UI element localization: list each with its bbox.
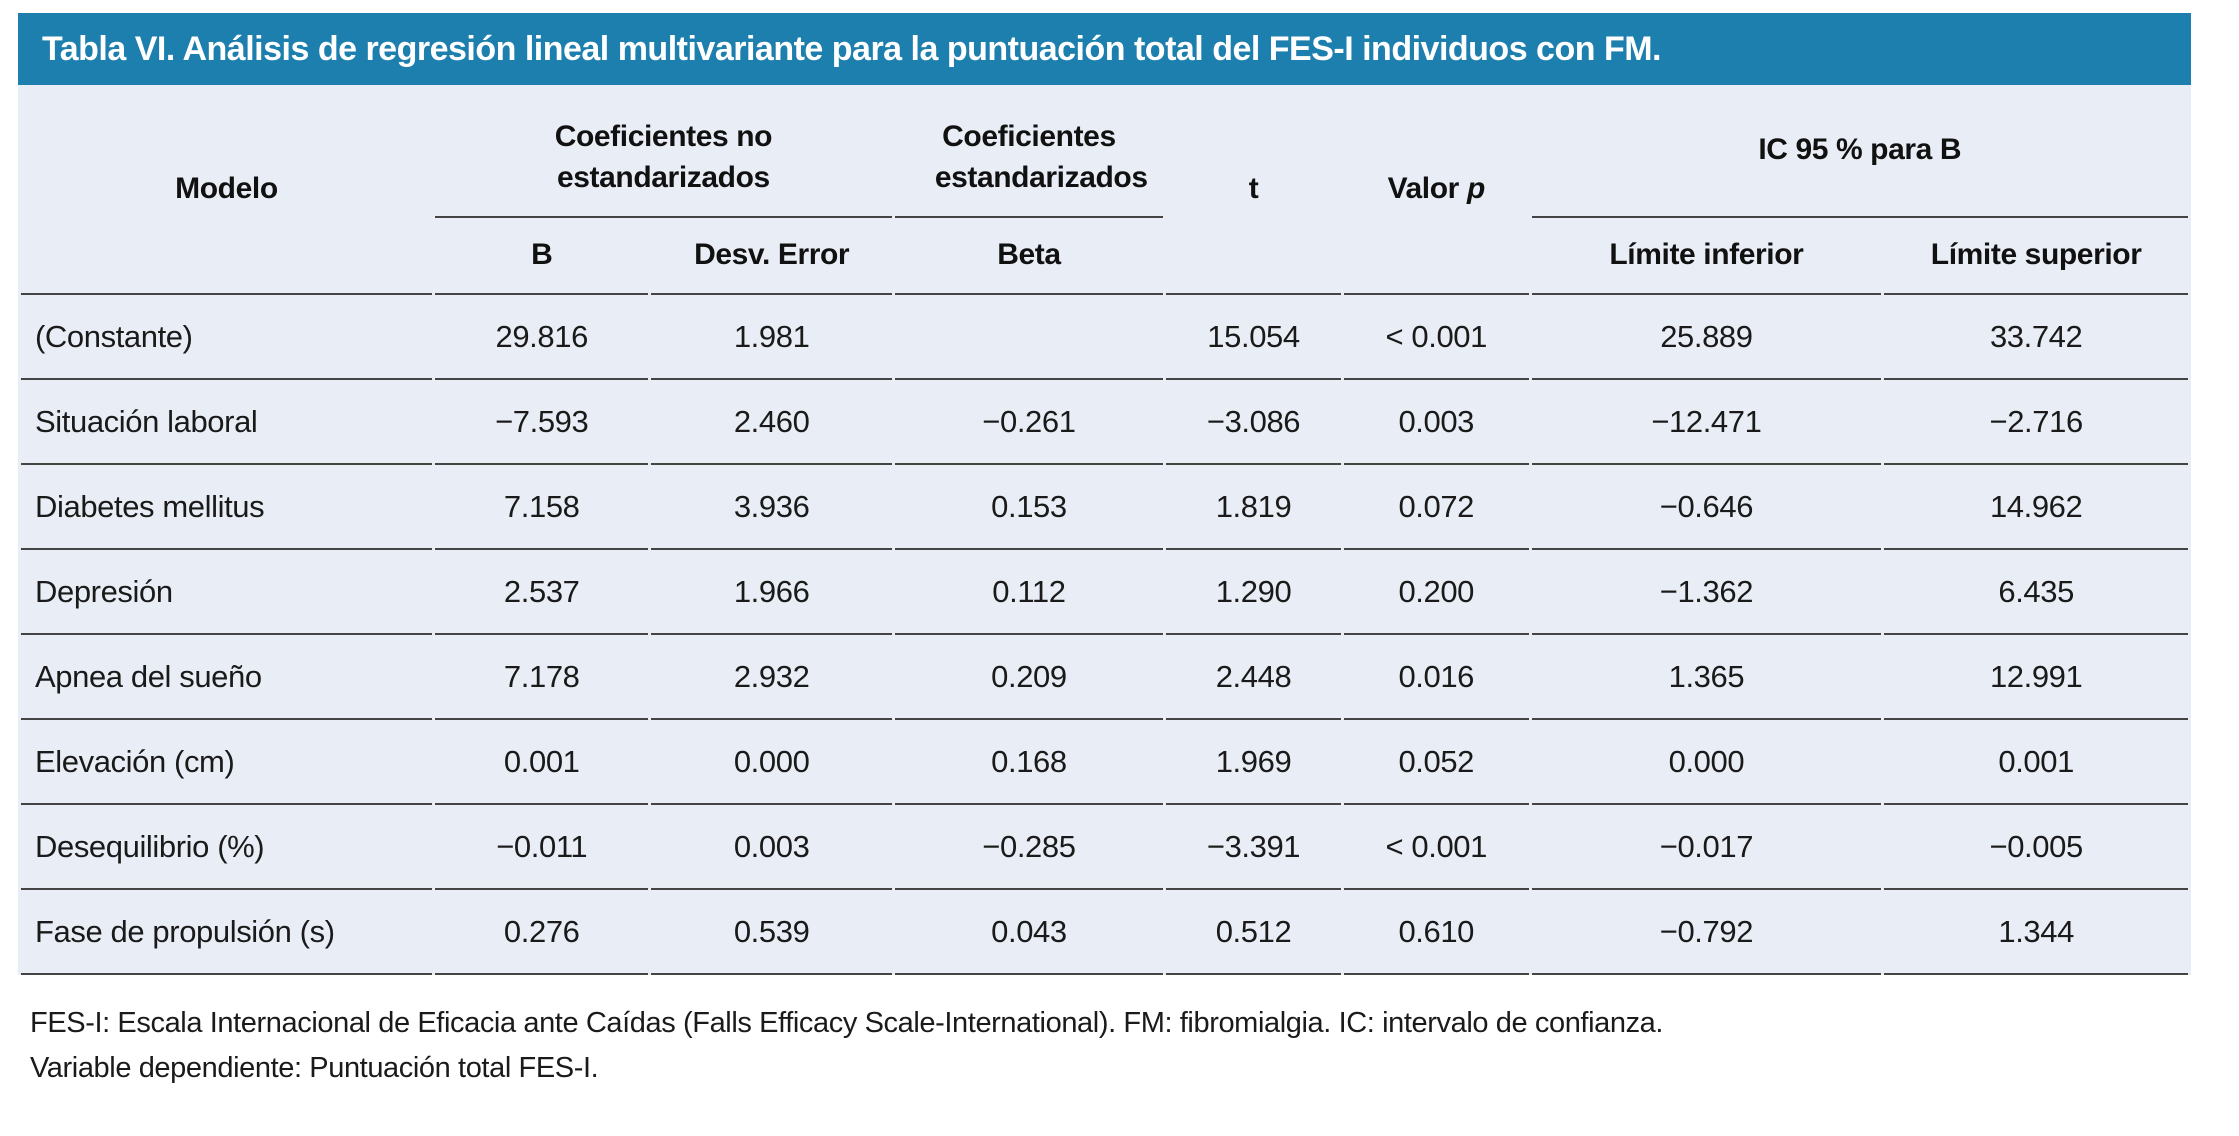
cell-std-error: 0.000 xyxy=(651,720,892,805)
group-header-confidence-interval: IC 95 % para B xyxy=(1531,85,2188,218)
cell-p: 0.003 xyxy=(1343,380,1529,465)
row-label: Depresión xyxy=(21,550,432,635)
cell-upper-limit: 12.991 xyxy=(1884,635,2188,720)
table-row: Diabetes mellitus 7.158 3.936 0.153 1.81… xyxy=(21,465,2188,550)
table-title: Tabla VI. Análisis de regresión lineal m… xyxy=(42,29,1661,68)
row-label: Situación laboral xyxy=(21,380,432,465)
table-row: Apnea del sueño 7.178 2.932 0.209 2.448 … xyxy=(21,635,2188,720)
cell-p: 0.072 xyxy=(1343,465,1529,550)
regression-table-figure: Tabla VI. Análisis de regresión lineal m… xyxy=(18,13,2191,1091)
cell-b: 0.276 xyxy=(434,890,649,975)
header-group-row: Modelo Coeficientes no estandarizados Co… xyxy=(21,85,2188,295)
header-sub-row: B Desv. Error Beta Límite inferior Límit… xyxy=(21,218,2188,295)
table-row: Situación laboral −7.593 2.460 −0.261 −3… xyxy=(21,380,2188,465)
table-title-bar: Tabla VI. Análisis de regresión lineal m… xyxy=(18,13,2191,85)
cell-b: 7.158 xyxy=(434,465,649,550)
group-header-unstandardized-coefficients: Coeficientes no estandarizados xyxy=(434,85,892,218)
cell-lower-limit: −12.471 xyxy=(1531,380,1882,465)
cell-std-error: 2.932 xyxy=(651,635,892,720)
row-label: Apnea del sueño xyxy=(21,635,432,720)
cell-beta: −0.261 xyxy=(894,380,1164,465)
row-label: Elevación (cm) xyxy=(21,720,432,805)
cell-t: −3.086 xyxy=(1166,380,1341,465)
cell-beta: 0.043 xyxy=(894,890,1164,975)
cell-beta: 0.153 xyxy=(894,465,1164,550)
table-row: Desequilibrio (%) −0.011 0.003 −0.285 −3… xyxy=(21,805,2188,890)
cell-beta xyxy=(894,295,1164,380)
table-body: (Constante) 29.816 1.981 15.054 < 0.001 … xyxy=(21,295,2188,975)
cell-lower-limit: −1.362 xyxy=(1531,550,1882,635)
table-row: Elevación (cm) 0.001 0.000 0.168 1.969 0… xyxy=(21,720,2188,805)
cell-b: −0.011 xyxy=(434,805,649,890)
cell-t: 1.969 xyxy=(1166,720,1341,805)
cell-b: 2.537 xyxy=(434,550,649,635)
cell-p: 0.610 xyxy=(1343,890,1529,975)
cell-lower-limit: 25.889 xyxy=(1531,295,1882,380)
column-header-upper-limit: Límite superior xyxy=(1884,218,2188,295)
row-label: Desequilibrio (%) xyxy=(21,805,432,890)
cell-t: 1.290 xyxy=(1166,550,1341,635)
cell-t: 2.448 xyxy=(1166,635,1341,720)
cell-upper-limit: 6.435 xyxy=(1884,550,2188,635)
cell-lower-limit: −0.646 xyxy=(1531,465,1882,550)
cell-std-error: 0.003 xyxy=(651,805,892,890)
table-row: (Constante) 29.816 1.981 15.054 < 0.001 … xyxy=(21,295,2188,380)
cell-t: 15.054 xyxy=(1166,295,1341,380)
row-label: (Constante) xyxy=(21,295,432,380)
cell-upper-limit: 33.742 xyxy=(1884,295,2188,380)
cell-lower-limit: 1.365 xyxy=(1531,635,1882,720)
cell-b: 7.178 xyxy=(434,635,649,720)
cell-upper-limit: −2.716 xyxy=(1884,380,2188,465)
cell-upper-limit: 1.344 xyxy=(1884,890,2188,975)
cell-upper-limit: 0.001 xyxy=(1884,720,2188,805)
cell-beta: 0.168 xyxy=(894,720,1164,805)
table-header: Modelo Coeficientes no estandarizados Co… xyxy=(21,85,2188,295)
cell-b: −7.593 xyxy=(434,380,649,465)
cell-std-error: 2.460 xyxy=(651,380,892,465)
cell-std-error: 1.981 xyxy=(651,295,892,380)
cell-t: 1.819 xyxy=(1166,465,1341,550)
row-label: Diabetes mellitus xyxy=(21,465,432,550)
group-header-standardized-coefficients: Coeficientes estandarizados xyxy=(894,85,1164,218)
table-footnotes: FES-I: Escala Internacional de Eficacia … xyxy=(30,1001,2191,1091)
cell-lower-limit: 0.000 xyxy=(1531,720,1882,805)
cell-upper-limit: 14.962 xyxy=(1884,465,2188,550)
cell-std-error: 3.936 xyxy=(651,465,892,550)
row-label: Fase de propulsión (s) xyxy=(21,890,432,975)
cell-b: 29.816 xyxy=(434,295,649,380)
footnote-dependent-variable: Variable dependiente: Puntuación total F… xyxy=(30,1052,599,1084)
cell-p: < 0.001 xyxy=(1343,805,1529,890)
cell-std-error: 1.966 xyxy=(651,550,892,635)
column-header-std-error: Desv. Error xyxy=(651,218,892,295)
cell-beta: −0.285 xyxy=(894,805,1164,890)
cell-t: −3.391 xyxy=(1166,805,1341,890)
table-row: Depresión 2.537 1.966 0.112 1.290 0.200 … xyxy=(21,550,2188,635)
cell-std-error: 0.539 xyxy=(651,890,892,975)
cell-beta: 0.209 xyxy=(894,635,1164,720)
footnote-abbreviations: FES-I: Escala Internacional de Eficacia … xyxy=(30,1007,1664,1039)
cell-t: 0.512 xyxy=(1166,890,1341,975)
column-header-lower-limit: Límite inferior xyxy=(1531,218,1882,295)
column-header-t: t xyxy=(1166,85,1341,295)
cell-beta: 0.112 xyxy=(894,550,1164,635)
cell-upper-limit: −0.005 xyxy=(1884,805,2188,890)
cell-p: 0.052 xyxy=(1343,720,1529,805)
column-header-p-value: Valor p xyxy=(1343,85,1529,295)
table-row: Fase de propulsión (s) 0.276 0.539 0.043… xyxy=(21,890,2188,975)
cell-b: 0.001 xyxy=(434,720,649,805)
cell-p: 0.200 xyxy=(1343,550,1529,635)
column-header-modelo: Modelo xyxy=(21,85,432,295)
p-value-label-prefix: Valor xyxy=(1387,171,1460,205)
cell-p: 0.016 xyxy=(1343,635,1529,720)
column-header-beta: Beta xyxy=(894,218,1164,295)
regression-table: Modelo Coeficientes no estandarizados Co… xyxy=(18,85,2191,975)
p-value-symbol: p xyxy=(1466,171,1485,205)
cell-p: < 0.001 xyxy=(1343,295,1529,380)
cell-lower-limit: −0.017 xyxy=(1531,805,1882,890)
column-header-b: B xyxy=(434,218,649,295)
cell-lower-limit: −0.792 xyxy=(1531,890,1882,975)
